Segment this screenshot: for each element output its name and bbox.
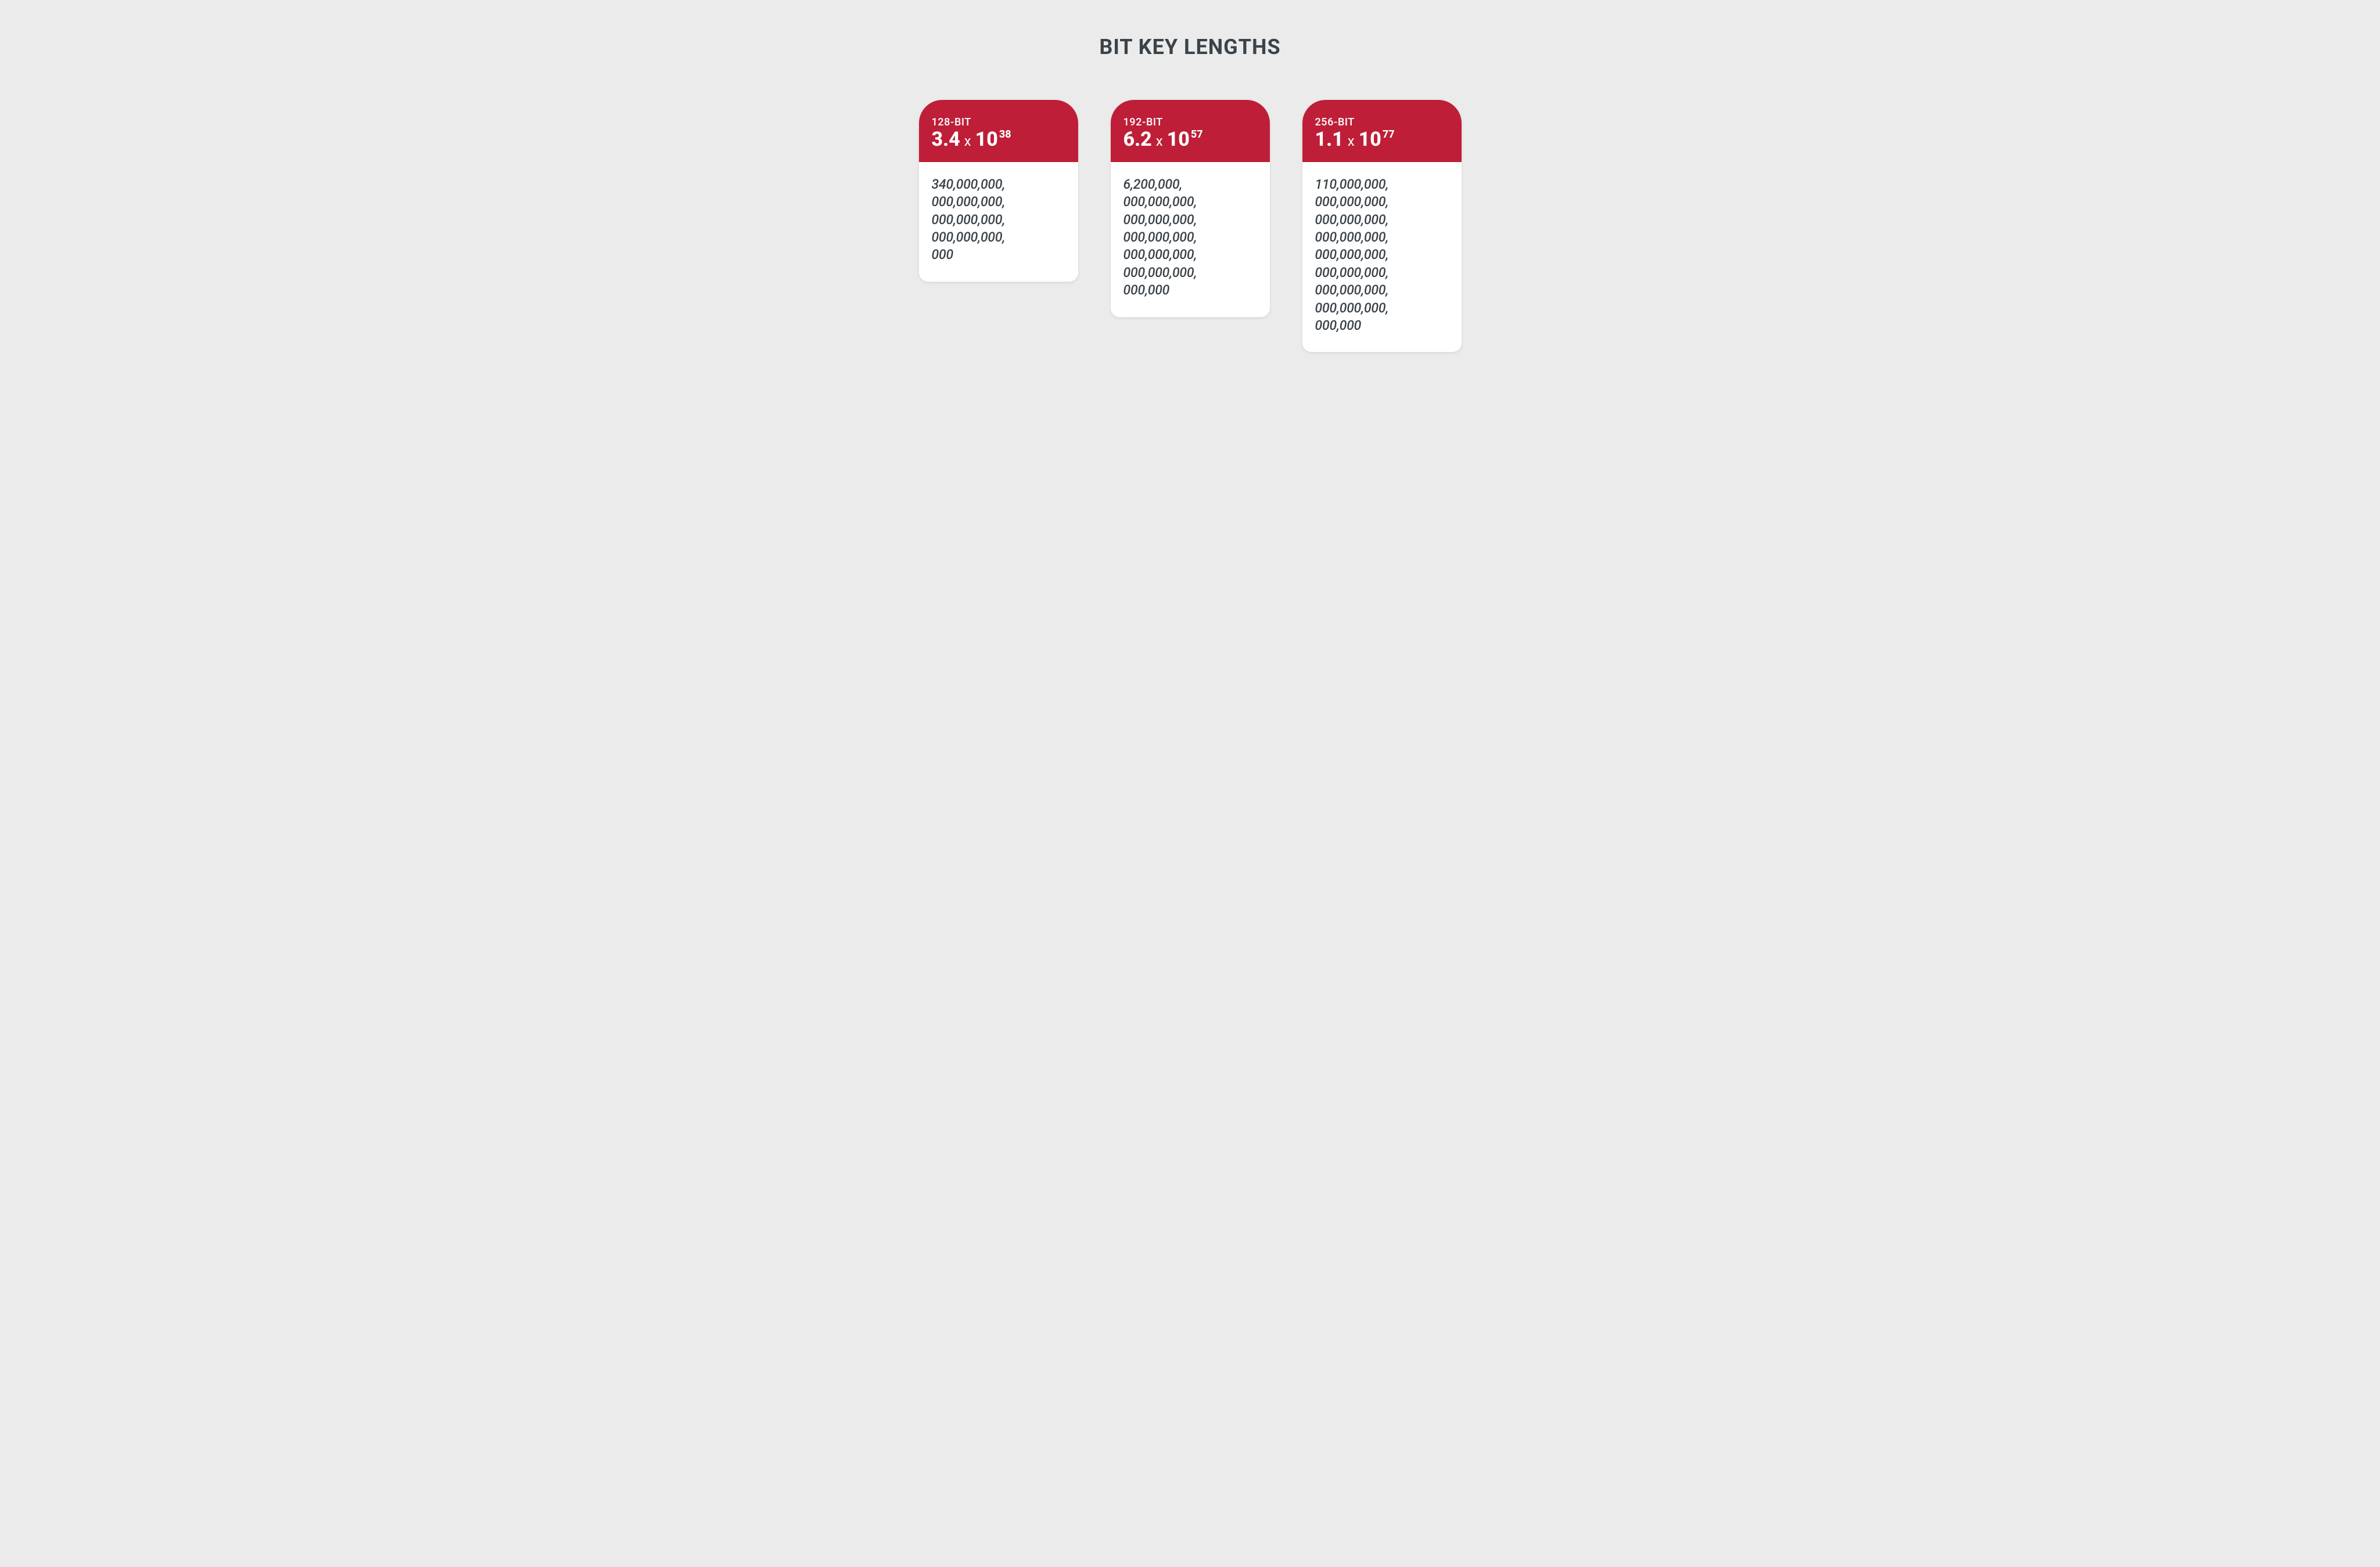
scientific-notation: 6.2 x 10 57 [1123,130,1257,149]
scientific-notation: 1.1 x 10 77 [1315,130,1449,149]
card-header: 256-BIT 1.1 x 10 77 [1302,100,1462,162]
base: 10 [1167,130,1190,149]
bit-label: 256-BIT [1315,116,1449,128]
mantissa: 1.1 [1315,130,1344,149]
card-192bit: 192-BIT 6.2 x 10 57 6,200,000,000,000,00… [1111,100,1270,317]
mantissa: 6.2 [1123,130,1152,149]
base: 10 [975,130,998,149]
cards-row: 128-BIT 3.4 x 10 38 340,000,000,000,000,… [784,100,1597,352]
page-panel: BIT KEY LENGTHS 128-BIT 3.4 x 10 38 340,… [760,0,1620,422]
bit-label: 128-BIT [932,116,1065,128]
exponent: 38 [999,130,1011,140]
card-128bit: 128-BIT 3.4 x 10 38 340,000,000,000,000,… [919,100,1078,282]
card-header: 128-BIT 3.4 x 10 38 [919,100,1078,162]
times-symbol: x [964,134,971,148]
bit-label: 192-BIT [1123,116,1257,128]
times-symbol: x [1156,134,1163,148]
exponent: 77 [1383,130,1395,140]
scientific-notation: 3.4 x 10 38 [932,130,1065,149]
times-symbol: x [1348,134,1355,148]
expanded-number: 6,200,000,000,000,000,000,000,000,000,00… [1111,162,1270,317]
expanded-number: 340,000,000,000,000,000,000,000,000,000,… [919,162,1078,282]
card-header: 192-BIT 6.2 x 10 57 [1111,100,1270,162]
mantissa: 3.4 [932,130,960,149]
base: 10 [1359,130,1381,149]
card-256bit: 256-BIT 1.1 x 10 77 110,000,000,000,000,… [1302,100,1462,352]
page-title: BIT KEY LENGTHS [784,35,1597,59]
exponent: 57 [1191,130,1203,140]
expanded-number: 110,000,000,000,000,000,000,000,000,000,… [1302,162,1462,352]
